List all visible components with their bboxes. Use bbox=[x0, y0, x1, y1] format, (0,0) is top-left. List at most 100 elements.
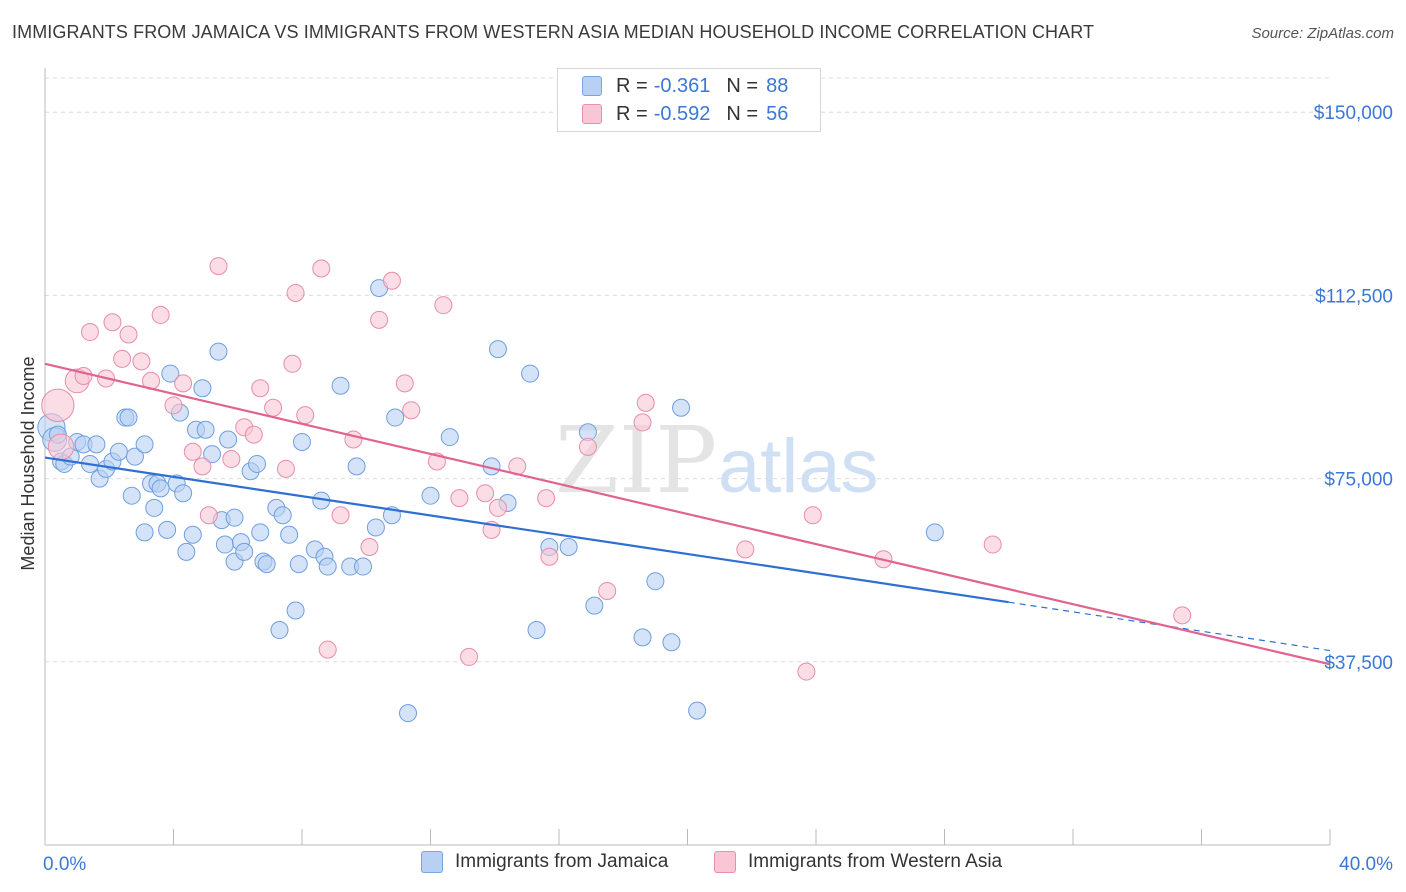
x-tick-label: 40.0% bbox=[1339, 854, 1393, 875]
point-western-asia bbox=[395, 374, 414, 393]
point-jamaica bbox=[215, 535, 234, 554]
points-layer bbox=[37, 257, 1192, 723]
source-label: Source: ZipAtlas.com bbox=[1251, 25, 1394, 42]
point-western-asia bbox=[222, 450, 241, 469]
point-jamaica bbox=[527, 621, 546, 640]
series-name-western-asia: Immigrants from Western Asia bbox=[748, 851, 1003, 872]
point-western-asia bbox=[636, 393, 655, 412]
point-jamaica bbox=[119, 408, 138, 427]
point-western-asia bbox=[251, 379, 270, 398]
point-jamaica bbox=[122, 486, 141, 505]
series-legend-western-asia[interactable]: Immigrants from Western Asia bbox=[714, 851, 1002, 873]
label-layer: $37,500 $75,000 $112,500 $150,000 0.0% 40.0% M… bbox=[18, 103, 1393, 875]
point-western-asia bbox=[286, 283, 305, 302]
point-western-asia bbox=[296, 406, 315, 425]
point-western-asia bbox=[74, 367, 93, 386]
point-jamaica bbox=[87, 435, 106, 454]
point-jamaica bbox=[688, 701, 707, 720]
point-jamaica bbox=[646, 572, 665, 591]
point-jamaica bbox=[183, 525, 202, 544]
point-jamaica bbox=[318, 557, 337, 576]
point-jamaica bbox=[225, 508, 244, 527]
point-jamaica bbox=[273, 506, 292, 525]
point-jamaica bbox=[925, 523, 944, 542]
point-western-asia bbox=[537, 489, 556, 508]
point-jamaica bbox=[135, 523, 154, 542]
point-jamaica bbox=[270, 621, 289, 640]
watermark: ZIP atlas bbox=[555, 407, 879, 514]
legend-r-label: R = bbox=[616, 74, 648, 97]
point-jamaica bbox=[366, 518, 385, 537]
point-western-asia bbox=[402, 401, 421, 420]
point-western-asia bbox=[312, 259, 331, 278]
point-western-asia bbox=[318, 640, 337, 659]
point-jamaica bbox=[145, 498, 164, 517]
point-jamaica bbox=[559, 537, 578, 556]
point-jamaica bbox=[286, 601, 305, 620]
point-jamaica bbox=[347, 457, 366, 476]
point-western-asia bbox=[41, 388, 75, 422]
point-western-asia bbox=[1173, 606, 1192, 625]
point-jamaica bbox=[386, 408, 405, 427]
legend-swatch-western-asia bbox=[582, 104, 602, 124]
point-western-asia bbox=[598, 581, 617, 600]
grid-layer bbox=[45, 77, 1330, 663]
point-western-asia bbox=[193, 457, 212, 476]
point-jamaica bbox=[196, 420, 215, 439]
point-jamaica bbox=[585, 596, 604, 615]
point-jamaica bbox=[219, 430, 238, 449]
point-western-asia bbox=[476, 484, 495, 503]
point-jamaica bbox=[293, 432, 311, 451]
legend-n-value: 88 bbox=[766, 74, 789, 97]
point-jamaica bbox=[251, 523, 270, 542]
point-jamaica bbox=[235, 542, 254, 561]
point-western-asia bbox=[382, 271, 401, 290]
point-jamaica bbox=[209, 342, 228, 361]
series-legend-jamaica[interactable]: Immigrants from Jamaica bbox=[421, 851, 668, 873]
point-western-asia bbox=[434, 296, 453, 315]
series-swatch-western-asia bbox=[714, 851, 736, 873]
point-jamaica bbox=[354, 557, 373, 576]
y-tick-label: $150,000 bbox=[1314, 103, 1393, 124]
point-jamaica bbox=[280, 525, 299, 544]
point-western-asia bbox=[736, 540, 755, 559]
legend-swatch-jamaica bbox=[582, 76, 602, 96]
point-jamaica bbox=[399, 704, 418, 723]
point-western-asia bbox=[119, 325, 138, 344]
stats-legend: R = -0.361 N = 88 R = -0.592 N = 56 bbox=[557, 68, 821, 132]
point-jamaica bbox=[193, 379, 212, 398]
point-western-asia bbox=[132, 352, 151, 371]
point-western-asia bbox=[183, 442, 202, 461]
point-jamaica bbox=[331, 376, 350, 395]
legend-row-jamaica: R = -0.361 N = 88 bbox=[582, 73, 788, 99]
point-western-asia bbox=[80, 323, 99, 342]
point-western-asia bbox=[283, 354, 302, 373]
point-western-asia bbox=[797, 662, 816, 681]
point-jamaica bbox=[289, 555, 308, 574]
trendline-jamaica bbox=[44, 456, 1009, 604]
legend-n-label: N = bbox=[726, 74, 759, 97]
point-jamaica bbox=[203, 445, 222, 464]
point-western-asia bbox=[488, 498, 507, 517]
legend-row-western-asia: R = -0.592 N = 56 bbox=[582, 101, 788, 127]
point-jamaica bbox=[672, 398, 691, 417]
axis-layer bbox=[44, 68, 1331, 846]
point-jamaica bbox=[257, 555, 276, 574]
point-western-asia bbox=[633, 413, 652, 432]
y-tick-label: $37,500 bbox=[1324, 653, 1393, 674]
point-western-asia bbox=[331, 506, 350, 525]
point-western-asia bbox=[113, 349, 132, 368]
series-legend: Immigrants from Jamaica Immigrants from … bbox=[0, 851, 1406, 877]
point-jamaica bbox=[633, 628, 652, 647]
legend-n-label: N = bbox=[726, 102, 759, 125]
legend-n-value: 56 bbox=[766, 102, 789, 125]
point-jamaica bbox=[662, 633, 681, 652]
point-western-asia bbox=[450, 489, 469, 508]
point-western-asia bbox=[199, 506, 218, 525]
point-western-asia bbox=[983, 535, 1002, 554]
point-western-asia bbox=[164, 396, 183, 415]
point-western-asia bbox=[209, 257, 228, 276]
point-western-asia bbox=[151, 305, 170, 324]
point-western-asia bbox=[47, 433, 75, 461]
